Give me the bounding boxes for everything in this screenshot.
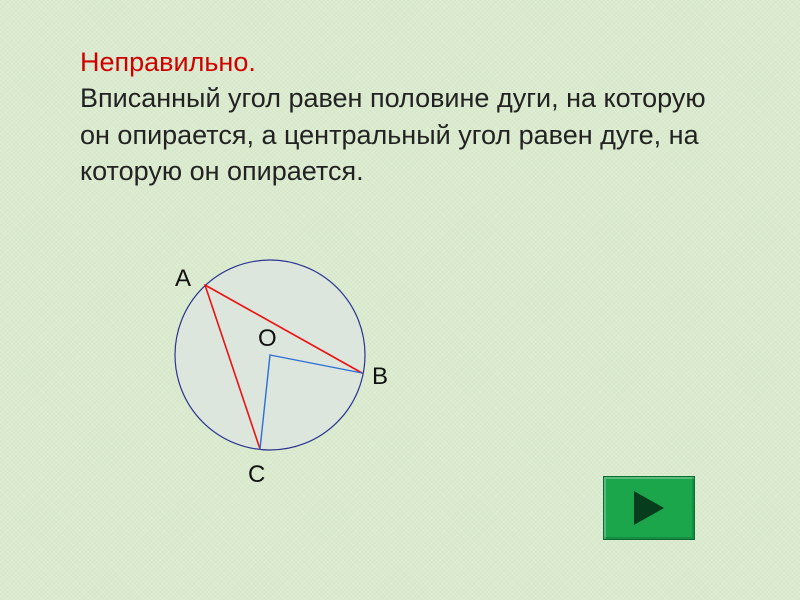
wrong-label: Неправильно. (80, 47, 256, 77)
point-label-o: О (258, 325, 277, 353)
diagram-svg (140, 225, 400, 485)
point-label-b: В (372, 363, 388, 391)
explanation-text: Неправильно. Вписанный угол равен полови… (80, 44, 720, 190)
circle-diagram: А В С О (140, 225, 400, 485)
next-button[interactable] (603, 476, 695, 540)
point-label-c: С (248, 461, 265, 489)
point-label-a: А (175, 265, 191, 293)
theorem-text: Вписанный угол равен половине дуги, на к… (80, 83, 706, 186)
play-icon (634, 491, 664, 525)
